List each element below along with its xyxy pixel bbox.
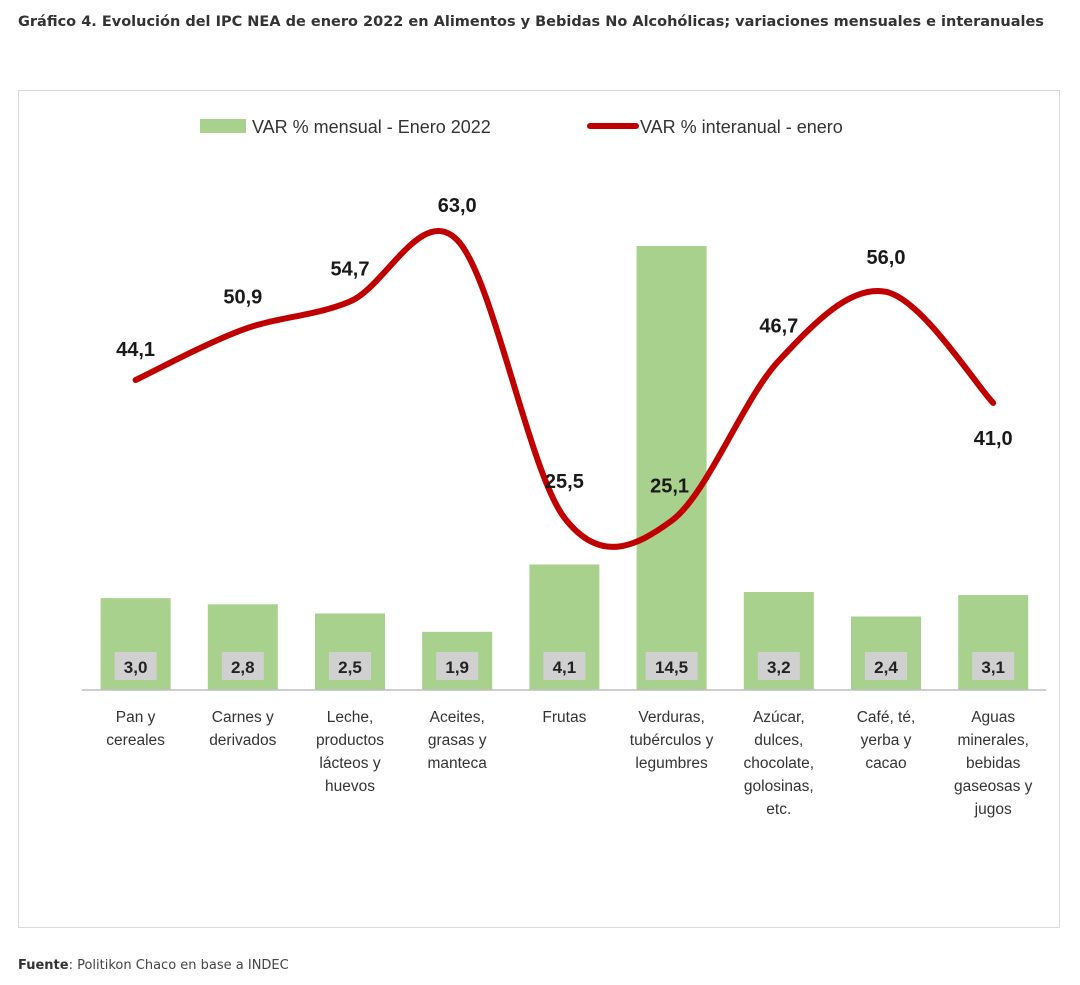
category-label-6-2: chocolate,: [743, 755, 814, 772]
category-label-4-0: Frutas: [542, 709, 586, 726]
bar-label-box-3: [436, 652, 479, 680]
category-label-5-0: Verduras,: [638, 709, 704, 726]
category-label-7-0: Café, té,: [857, 709, 916, 726]
category-label-7-2: cacao: [865, 755, 906, 772]
category-label-3-2: manteca: [427, 755, 487, 772]
line-data-label-5: 25,1: [650, 476, 689, 498]
bar-data-label-1: 2,8: [231, 658, 255, 677]
bar-data-label-8: 3,1: [981, 658, 1005, 677]
line-data-label-4: 25,5: [545, 471, 584, 493]
bar-label-box-1: [221, 652, 264, 680]
category-label-3-1: grasas y: [428, 732, 487, 749]
category-label-0-0: Pan y: [116, 709, 156, 726]
bar-label-box-4: [543, 652, 586, 680]
line-data-label-7: 56,0: [867, 247, 906, 269]
source-label: Fuente: [18, 958, 69, 973]
caption-title: Gráfico 4. Evolución del IPC NEA de ener…: [18, 14, 1044, 30]
category-label-8-0: Aguas: [971, 709, 1015, 726]
line-data-label-0: 44,1: [116, 339, 155, 361]
bar-label-box-8: [972, 652, 1015, 680]
bar-data-label-5: 14,5: [655, 658, 688, 677]
line-data-label-3: 63,0: [438, 195, 477, 217]
legend-bar-swatch: [200, 119, 246, 133]
category-label-1-0: Carnes y: [212, 709, 274, 726]
bar-label-box-0: [114, 652, 157, 680]
category-labels: Pan y cereales Carnes y derivados Leche, prod…: [106, 709, 1032, 818]
category-label-6-3: golosinas,: [744, 778, 814, 795]
category-label-8-1: minerales,: [957, 732, 1029, 749]
bar-data-label-3: 1,9: [445, 658, 469, 677]
line-series: [132, 228, 997, 550]
line-data-label-1: 50,9: [223, 287, 262, 309]
category-label-5-2: legumbres: [635, 755, 708, 772]
bar-label-box-6: [757, 652, 800, 680]
source-note: Fuente: Politikon Chaco en base a INDEC: [18, 958, 289, 973]
line-data-label-6: 46,7: [759, 316, 798, 338]
category-label-2-0: Leche,: [327, 709, 374, 726]
category-label-8-3: gaseosas y: [954, 778, 1033, 795]
legend-line-label: VAR % interanual - enero: [640, 117, 843, 137]
bar-data-label-0: 3,0: [124, 658, 148, 677]
category-label-5-1: tubérculos y: [630, 732, 714, 749]
chart-caption: Gráfico 4. Evolución del IPC NEA de ener…: [18, 8, 1068, 36]
bar-label-box-7: [865, 652, 907, 680]
category-label-1-1: derivados: [209, 732, 276, 749]
bar-series: [100, 246, 1029, 690]
bar-label-box-5: [645, 652, 698, 680]
category-label-2-3: huevos: [325, 778, 375, 795]
line-data-label-8: 41,0: [974, 428, 1013, 450]
line-label-group: 44,1 50,9 54,7 63,0 25,5 25,1 46,7 56,0 41,0: [116, 195, 1013, 498]
category-label-6-0: Azúcar,: [753, 709, 805, 726]
line-data-label-2: 54,7: [331, 258, 370, 280]
bar-label-group: 3,0 2,8 2,5 1,9 4,1 14,5 3,2 2,4 3,1: [114, 652, 1015, 680]
category-label-6-1: dulces,: [754, 732, 803, 749]
category-label-3-0: Aceites,: [430, 709, 485, 726]
category-label-2-1: productos: [316, 732, 384, 749]
category-label-8-2: bebidas: [966, 755, 1021, 772]
legend-bar-label: VAR % mensual - Enero 2022: [252, 117, 491, 137]
category-label-6-4: etc.: [766, 801, 791, 818]
bar-label-box-2: [329, 652, 371, 680]
category-label-0-1: cereales: [106, 732, 165, 749]
legend: VAR % mensual - Enero 2022 VAR % interanu…: [200, 117, 843, 137]
chart-frame: [18, 90, 1060, 928]
bar-data-label-4: 4,1: [553, 658, 577, 677]
category-label-7-1: yerba y: [861, 732, 912, 749]
category-label-8-4: jugos: [974, 801, 1012, 818]
bar-data-label-2: 2,5: [338, 658, 362, 677]
bar-data-label-7: 2,4: [874, 658, 898, 677]
category-label-2-2: lácteos y: [319, 755, 380, 772]
bar-5: [636, 246, 707, 690]
bar-data-label-6: 3,2: [767, 658, 791, 677]
source-text: : Politikon Chaco en base a INDEC: [68, 958, 289, 973]
